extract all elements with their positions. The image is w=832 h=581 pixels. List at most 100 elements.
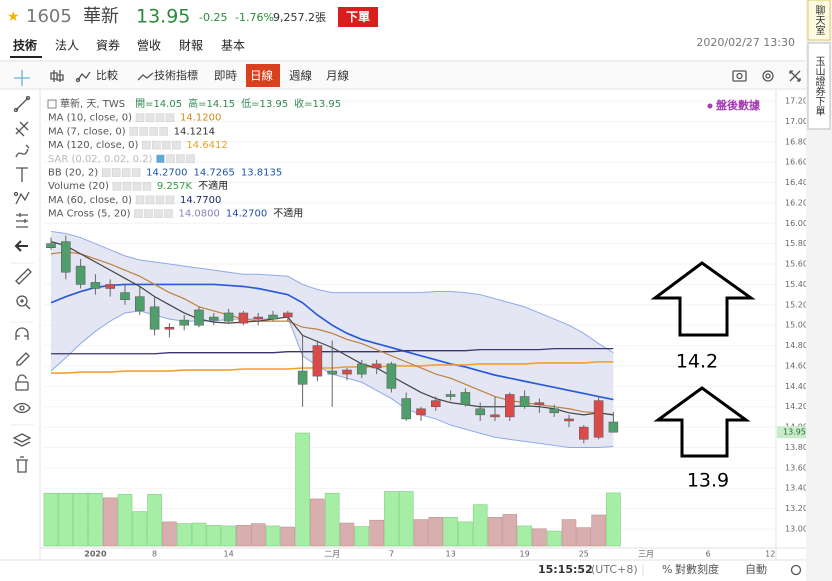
legend-control[interactable] xyxy=(142,140,151,150)
candle-body xyxy=(534,402,545,405)
volume-bar xyxy=(88,492,103,547)
after-hours-label[interactable]: 盤後數據 xyxy=(715,98,761,112)
volume-bar xyxy=(73,492,88,547)
legend-control[interactable] xyxy=(131,168,141,177)
tab[interactable]: 資券 xyxy=(96,38,120,53)
volume-bar xyxy=(191,522,207,547)
indicators-button[interactable]: 技術指標 xyxy=(154,68,198,82)
legend-control[interactable] xyxy=(165,113,175,122)
percent-toggle[interactable]: % xyxy=(662,563,672,576)
chat-button[interactable] xyxy=(807,0,831,41)
candle-body xyxy=(238,312,249,324)
legend-control[interactable] xyxy=(186,154,195,164)
y-tick-label: 13.80 xyxy=(785,443,808,452)
y-tick-label: 16.60 xyxy=(785,158,808,167)
legend-control[interactable] xyxy=(176,154,185,164)
period-button[interactable]: 週線 xyxy=(289,69,312,83)
candle-body xyxy=(297,370,308,385)
y-tick-label: 17.20 xyxy=(785,97,808,106)
chat-button-label[interactable]: 聊天室 xyxy=(813,4,825,35)
legend-value: 14.7700 xyxy=(180,195,221,206)
legend-control[interactable] xyxy=(155,113,165,122)
tab[interactable]: 財報 xyxy=(179,38,203,53)
candle-body xyxy=(46,243,56,248)
period-button[interactable]: 日線 xyxy=(250,69,273,83)
legend-control[interactable] xyxy=(165,195,175,205)
legend-label: Volume (20) xyxy=(48,181,109,192)
legend-control[interactable] xyxy=(166,154,175,164)
legend-control[interactable] xyxy=(121,168,131,177)
legend-control[interactable] xyxy=(172,140,181,150)
tab[interactable]: 基本 xyxy=(221,39,245,53)
legend-control[interactable] xyxy=(129,127,138,136)
tab[interactable]: 法人 xyxy=(55,39,79,53)
drawing-tools[interactable] xyxy=(12,70,32,473)
candle-body xyxy=(268,314,278,320)
legend-control[interactable] xyxy=(134,209,143,218)
tab[interactable]: 營收 xyxy=(137,39,161,53)
legend-control[interactable] xyxy=(135,195,145,205)
period-button[interactable]: 月線 xyxy=(326,69,349,83)
legend-control[interactable] xyxy=(154,209,163,218)
volume-bar xyxy=(517,525,532,547)
annotation-arrow xyxy=(650,261,756,337)
toolbar-icons[interactable] xyxy=(50,70,801,83)
legend-control[interactable] xyxy=(142,181,152,191)
x-tick-label: 三月 xyxy=(638,550,654,559)
legend-control[interactable] xyxy=(164,209,173,218)
broker-order-button[interactable] xyxy=(807,42,831,130)
candle-body xyxy=(179,319,189,326)
y-tick-label: 15.60 xyxy=(785,260,808,269)
legend-label: BB (20, 2) xyxy=(48,168,98,179)
legend-control[interactable] xyxy=(132,181,142,191)
tab[interactable]: 技術 xyxy=(13,38,37,53)
y-tick-label: 15.80 xyxy=(785,239,808,248)
last-price-label: 13.95 xyxy=(783,428,806,437)
period-button[interactable]: 即時 xyxy=(214,69,237,83)
volume-bar xyxy=(487,517,503,547)
star-icon[interactable]: ★ xyxy=(7,9,20,25)
settings-icon[interactable] xyxy=(790,564,802,576)
y-tick-label: 14.60 xyxy=(785,361,808,370)
order-button[interactable] xyxy=(338,7,378,27)
legend-control[interactable] xyxy=(145,195,155,205)
volume-bar xyxy=(546,530,562,547)
candle-body xyxy=(564,418,574,422)
legend-control[interactable] xyxy=(101,168,111,177)
y-tick-label: 15.00 xyxy=(785,321,808,330)
legend-control[interactable] xyxy=(152,140,161,150)
candle-body xyxy=(519,396,530,407)
candle-body xyxy=(209,316,219,321)
legend-control[interactable] xyxy=(144,209,153,218)
legend-control[interactable] xyxy=(139,127,148,136)
legend-control[interactable] xyxy=(162,140,171,150)
y-tick-label: 13.00 xyxy=(785,525,808,534)
candles xyxy=(46,235,619,444)
legend-control[interactable] xyxy=(155,195,165,205)
log-scale-toggle[interactable]: 對數刻度 xyxy=(675,562,719,576)
x-tick-label: 12 xyxy=(765,550,775,559)
compare-button[interactable]: 比較 xyxy=(96,68,118,82)
active-period-bg[interactable] xyxy=(246,64,280,87)
legend-control[interactable] xyxy=(135,113,145,122)
candle-body xyxy=(327,370,337,375)
y-tick-label: 16.20 xyxy=(785,198,808,207)
legend-control[interactable] xyxy=(145,113,155,122)
volume-bar xyxy=(591,514,606,547)
candle-body xyxy=(312,345,323,377)
legend-control[interactable] xyxy=(122,181,132,191)
auto-scale-toggle[interactable]: 自動 xyxy=(745,562,767,576)
legend-control[interactable] xyxy=(149,127,158,136)
legend-control[interactable] xyxy=(156,154,165,164)
broker-order-label[interactable]: 玉山證券下單 xyxy=(813,56,825,116)
toolbar xyxy=(0,62,806,89)
candle-body xyxy=(61,241,71,273)
order-button-label[interactable]: 下單 xyxy=(346,10,370,24)
x-axis: 2020 8 14 二月 7 13 19 25 三月 6 12 xyxy=(84,550,775,559)
stock-name: 華新 xyxy=(83,6,119,27)
y-tick-label: 15.40 xyxy=(785,280,808,289)
legend-control[interactable] xyxy=(111,168,121,177)
legend-control[interactable] xyxy=(159,127,168,136)
legend-control[interactable] xyxy=(112,181,122,191)
